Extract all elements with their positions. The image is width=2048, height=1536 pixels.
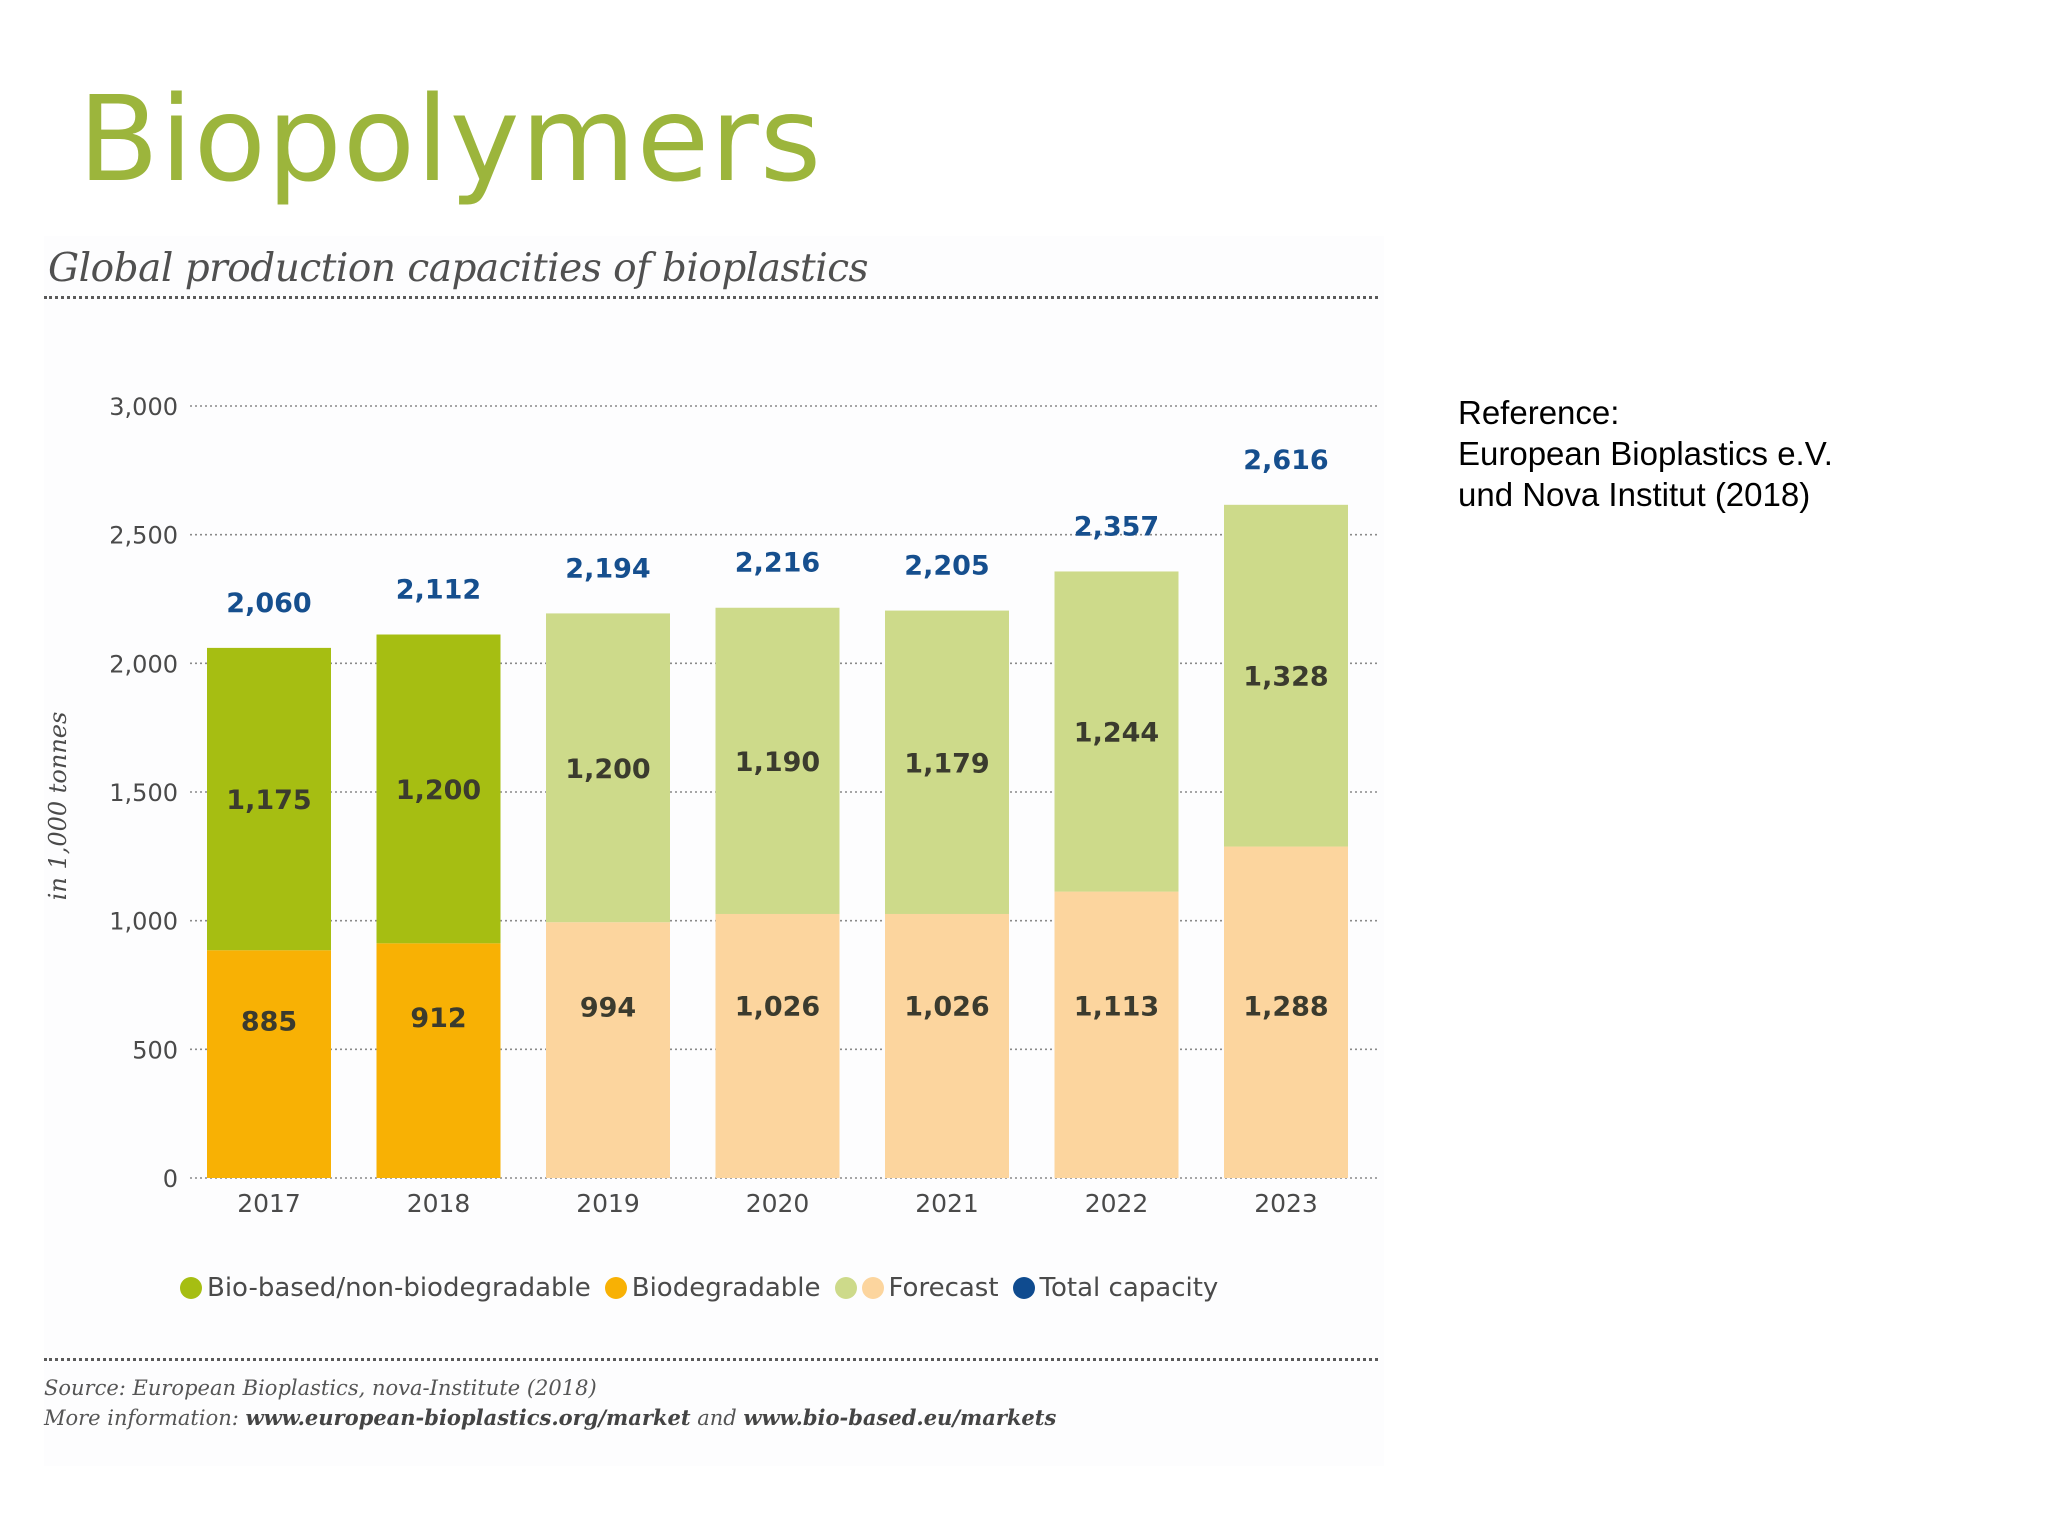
bar-biodegradable: [546, 922, 670, 1178]
bar-biodegradable: [885, 913, 1009, 1178]
source-note: Source: European Bioplastics, nova-Insti…: [44, 1374, 1056, 1433]
legend-label: Biodegradable: [631, 1273, 821, 1303]
more-info-connector: and: [690, 1406, 744, 1430]
legend-swatch: [1012, 1277, 1035, 1299]
value-label-biodegradable: 1,288: [1243, 992, 1328, 1023]
slide-title: Biopolymers: [78, 70, 823, 208]
x-tick-label: 2023: [1254, 1189, 1318, 1218]
value-label-biodegradable: 1,113: [1074, 992, 1159, 1023]
y-tick-label: 500: [132, 1036, 178, 1064]
reference-line: European Bioplastics e.V.: [1458, 435, 1833, 472]
top-divider: [44, 296, 1378, 299]
legend-item: Biodegradable: [604, 1273, 821, 1303]
total-capacity-label: 2,060: [226, 588, 311, 619]
x-tick-label: 2021: [915, 1189, 979, 1218]
total-capacity-label: 2,194: [565, 553, 650, 584]
bottom-divider: [44, 1358, 1378, 1361]
bar-biobased: [546, 613, 670, 923]
bar-biodegradable: [1054, 891, 1179, 1178]
legend-label: Total capacity: [1039, 1273, 1219, 1303]
bar-biodegradable: [715, 913, 840, 1178]
total-capacity-label: 2,357: [1074, 511, 1159, 542]
reference-note: Reference: European Bioplastics e.V. und…: [1458, 392, 1833, 515]
bar-biobased: [376, 634, 501, 944]
chart-legend: Bio-based/non-biodegradable Biodegradable…: [180, 1268, 1232, 1308]
value-label-biobased: 1,200: [396, 775, 481, 806]
x-tick-label: 2022: [1085, 1189, 1149, 1218]
y-tick-label: 2,500: [109, 522, 178, 550]
chart-title: Global production capacities of bioplast…: [48, 246, 869, 291]
x-tick-label: 2020: [746, 1189, 810, 1218]
x-tick-label: 2017: [237, 1189, 301, 1218]
total-capacity-label: 2,205: [904, 551, 989, 582]
y-tick-label: 0: [163, 1165, 178, 1193]
bar-biobased: [715, 607, 840, 914]
link-european-bioplastics[interactable]: www.european-bioplastics.org/market: [245, 1405, 691, 1430]
reference-line: Reference:: [1458, 394, 1620, 431]
total-capacity-label: 2,112: [396, 575, 481, 606]
y-tick-label: 2,000: [109, 650, 178, 678]
value-label-biobased: 1,190: [735, 747, 820, 778]
value-label-biodegradable: 1,026: [735, 992, 820, 1023]
bar-biodegradable: [207, 950, 331, 1178]
source-line: Source: European Bioplastics, nova-Insti…: [44, 1376, 597, 1400]
value-label-biobased: 1,244: [1074, 718, 1159, 749]
x-tick-label: 2018: [407, 1189, 471, 1218]
legend-swatch: [604, 1277, 627, 1299]
legend-swatch: [834, 1277, 857, 1299]
bar-biobased: [207, 647, 331, 951]
value-label-biobased: 1,175: [226, 785, 311, 816]
x-tick-label: 2019: [576, 1189, 640, 1218]
legend-item: Forecast: [834, 1273, 999, 1303]
y-tick-label: 1,500: [109, 779, 178, 807]
legend-item: Bio-based/non-biodegradable: [180, 1273, 591, 1303]
legend-swatch: [861, 1277, 884, 1299]
bar-biodegradable: [1224, 846, 1348, 1178]
value-label-biobased: 1,179: [904, 748, 989, 779]
legend-label: Bio-based/non-biodegradable: [207, 1273, 591, 1303]
legend-swatch: [180, 1277, 202, 1299]
value-label-biobased: 1,328: [1243, 662, 1328, 693]
legend-label: Forecast: [888, 1273, 999, 1303]
reference-line: und Nova Institut (2018): [1458, 476, 1811, 513]
more-info-prefix: More information:: [44, 1406, 246, 1430]
more-info-line: More information: www.european-bioplasti…: [44, 1403, 1056, 1433]
y-tick-label: 1,000: [109, 908, 178, 936]
link-bio-based[interactable]: www.bio-based.eu/markets: [743, 1405, 1057, 1430]
total-capacity-label: 2,216: [735, 548, 820, 579]
y-tick-label: 3,000: [109, 393, 178, 421]
bar-biodegradable: [376, 943, 501, 1178]
value-label-biodegradable: 912: [410, 1003, 466, 1034]
total-capacity-label: 2,616: [1243, 445, 1328, 476]
value-label-biodegradable: 1,026: [904, 992, 989, 1023]
bar-chart: 0 500 1,000 1,500 2,000 2,500 3,000 in 1,000 to…: [44, 393, 1380, 1218]
bar-biobased: [885, 610, 1009, 914]
value-label-biodegradable: 885: [241, 1006, 297, 1037]
bar-biobased: [1054, 571, 1179, 892]
value-label-biodegradable: 994: [580, 992, 636, 1023]
bar-biobased: [1224, 504, 1348, 847]
value-label-biobased: 1,200: [565, 754, 650, 785]
y-axis-label: in 1,000 tonnes: [44, 712, 72, 901]
legend-item: Total capacity: [1012, 1273, 1219, 1303]
chart-card: Global production capacities of bioplast…: [44, 236, 1384, 1466]
